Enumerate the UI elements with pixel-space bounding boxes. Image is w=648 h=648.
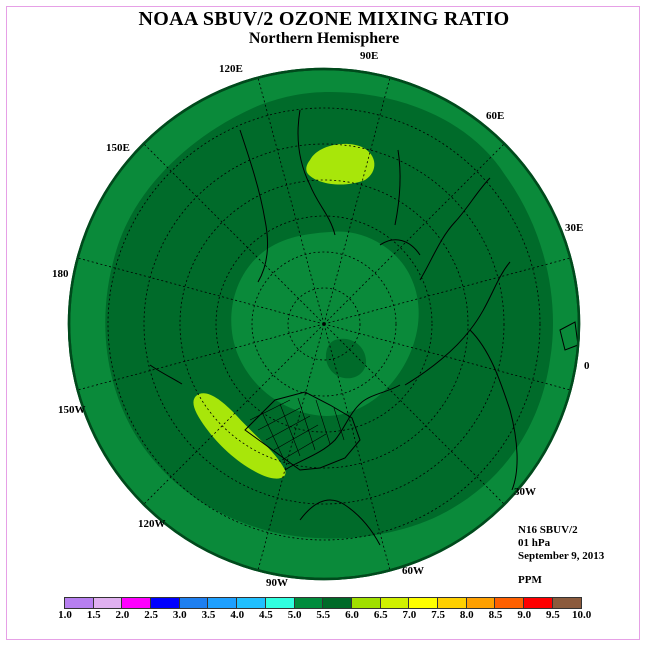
- colorbar-segment: [294, 598, 324, 608]
- colorbar-tick-label: 1.5: [86, 609, 101, 621]
- colorbar-segment: [409, 598, 438, 608]
- colorbar-tick-label: 7.5: [431, 609, 445, 621]
- meridian-line: [323, 257, 571, 325]
- colorbar-segment: [265, 598, 295, 608]
- lon-label-30w: 30W: [514, 486, 536, 498]
- colorbar-tick-label: 3.5: [201, 609, 216, 621]
- meridians: [77, 77, 571, 571]
- us-states: [249, 397, 345, 463]
- date-label: September 9, 2013: [518, 550, 605, 562]
- colorbar-tick-label: 4.0: [230, 609, 245, 621]
- colorbar-segment: [65, 598, 94, 608]
- colorbar-segment: [237, 598, 266, 608]
- lon-label-90e: 90E: [360, 50, 379, 62]
- meridian-line: [143, 143, 325, 325]
- colorbar-tick-label: 9.5: [546, 609, 560, 621]
- colorbar-tick-label: 6.0: [345, 609, 359, 621]
- colorbar-tick-label: 2.0: [115, 609, 130, 621]
- meridian-line: [257, 77, 325, 325]
- colorbar-tick-label: 3.0: [172, 609, 187, 621]
- colorbar-segment: [524, 598, 553, 608]
- meridian-line: [323, 143, 505, 325]
- lon-label-90w: 90W: [266, 577, 288, 589]
- meridian-line: [323, 323, 391, 571]
- meridian-line: [77, 257, 325, 325]
- lon-label-30e: 30E: [565, 222, 584, 234]
- meridian-line: [323, 77, 391, 325]
- lon-label-150w: 150W: [58, 404, 86, 416]
- colorbar-segment: [380, 598, 410, 608]
- colorbar-segment: [151, 598, 180, 608]
- colorbar-segment: [122, 598, 152, 608]
- colorbar-tick-label: 4.5: [259, 609, 273, 621]
- meridian-line: [143, 323, 325, 505]
- colorbar-segment: [208, 598, 238, 608]
- satellite-label: N16 SBUV/2: [518, 524, 578, 536]
- colorbar-tick-label: 6.5: [373, 609, 388, 621]
- meridian-line: [77, 323, 325, 391]
- colorbar-segment: [495, 598, 524, 608]
- lon-label-60e: 60E: [486, 110, 505, 122]
- meridian-line: [323, 323, 571, 391]
- colorbar-segment: [323, 598, 352, 608]
- lon-label-120w: 120W: [138, 518, 166, 530]
- map-title: NOAA SBUV/2 OZONE MIXING RATIO: [138, 8, 510, 30]
- colorbar-tick-label: 1.0: [58, 609, 72, 621]
- lon-label-60w: 60W: [402, 565, 424, 577]
- lon-label-150e: 150E: [106, 142, 130, 154]
- lon-label-120e: 120E: [219, 63, 243, 75]
- coastlines: [149, 109, 579, 546]
- colorbar-segment: [466, 598, 496, 608]
- graticule: [107, 107, 541, 541]
- colorbar-tick-label: 5.5: [316, 609, 331, 621]
- colorbar-tick-label: 8.5: [488, 609, 503, 621]
- colorbar-segment: [93, 598, 123, 608]
- meridian-line: [257, 323, 325, 571]
- colorbar-tick-label: 7.0: [402, 609, 417, 621]
- colorbar-tick-label: 9.0: [517, 609, 532, 621]
- lon-label-180: 180: [52, 268, 69, 280]
- colorbar: [64, 597, 583, 609]
- colorbar-tick-label: 8.0: [459, 609, 474, 621]
- map-subtitle: Northern Hemisphere: [248, 30, 400, 47]
- highlight-blob-asia: [306, 143, 375, 185]
- colorbar-segment: [552, 598, 582, 608]
- units-label: PPM: [518, 574, 542, 586]
- lon-label-0: 0: [584, 360, 590, 372]
- colorbar-tick-label: 5.0: [287, 609, 302, 621]
- colorbar-segment: [179, 598, 209, 608]
- colorbar-tick-label: 10.0: [571, 609, 592, 621]
- plot-frame: [6, 6, 640, 640]
- colorbar-tick-label: 2.5: [144, 609, 158, 621]
- colorbar-segment: [351, 598, 381, 608]
- highlight-blob-pacific: [193, 393, 286, 479]
- colorbar-segment: [437, 598, 467, 608]
- meridian-line: [323, 323, 505, 505]
- pressure-level: 01 hPa: [518, 537, 551, 549]
